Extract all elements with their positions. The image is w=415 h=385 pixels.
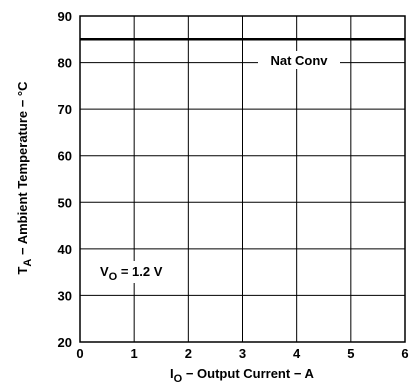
x-tick-label-0: 0	[76, 346, 83, 361]
x-axis-label-rest: − Output Current − A	[182, 366, 314, 381]
y-tick-label-80: 80	[58, 56, 72, 71]
annotation-bg	[94, 261, 184, 283]
y-tick-label-40: 40	[58, 242, 72, 257]
x-axis-label-sub: O	[174, 373, 183, 385]
x-tick-label-6: 6	[401, 346, 408, 361]
annotation-vo: VO = 1.2 V	[100, 264, 163, 283]
x-tick-label-1: 1	[131, 346, 138, 361]
y-axis-label-rest: − Ambient Temperature − °C	[15, 81, 30, 259]
y-axis-label-sub: A	[22, 259, 34, 267]
annotation-rest: = 1.2 V	[117, 264, 162, 279]
x-tick-label-5: 5	[347, 346, 354, 361]
y-tick-label-60: 60	[58, 149, 72, 164]
y-tick-label-20: 20	[58, 335, 72, 350]
x-tick-label-2: 2	[185, 346, 192, 361]
y-tick-label-90: 90	[58, 9, 72, 24]
y-tick-label-50: 50	[58, 195, 72, 210]
annotation-main: V	[100, 264, 109, 279]
x-axis-label-main: I	[170, 366, 174, 381]
y-axis-label-main: T	[15, 267, 30, 275]
x-axis-label: IO − Output Current − A	[170, 366, 314, 385]
y-tick-label-30: 30	[58, 288, 72, 303]
x-tick-label-3: 3	[239, 346, 246, 361]
plot-frame	[79, 15, 406, 343]
annotation-sub: O	[109, 271, 118, 283]
y-tick-labels: 20 30 40 50 60 70 80 90	[58, 9, 72, 350]
grid-lines	[80, 16, 405, 342]
y-tick-label-70: 70	[58, 102, 72, 117]
x-tick-label-4: 4	[293, 346, 301, 361]
y-axis-label: TA − Ambient Temperature − °C	[15, 81, 34, 275]
series-label-bg	[258, 51, 340, 69]
series-label-nat-conv: Nat Conv	[270, 53, 328, 68]
x-tick-labels: 0 1 2 3 4 5 6	[76, 346, 408, 361]
